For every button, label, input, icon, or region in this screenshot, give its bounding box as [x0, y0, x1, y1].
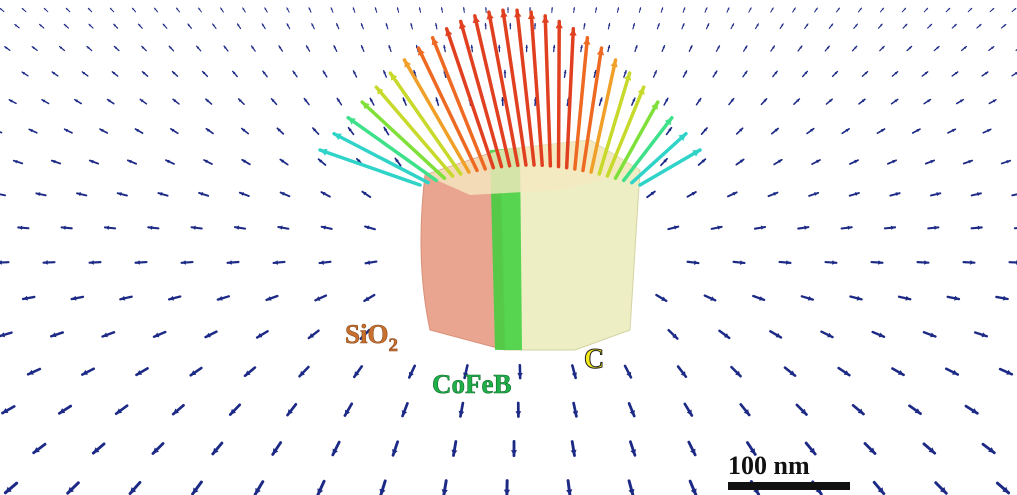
scale-bar-label: 100 nm	[728, 451, 810, 480]
nanostructure	[421, 140, 640, 350]
sio2-subscript: 2	[389, 335, 399, 356]
arrow-shaft	[559, 21, 560, 166]
sio2-text: SiO	[345, 319, 389, 349]
figure: SiO2 CoFeB C 100 nm	[0, 0, 1017, 495]
cofeb-label: CoFeB	[432, 369, 511, 399]
scale-bar	[728, 482, 850, 490]
c-label: C	[584, 344, 604, 375]
